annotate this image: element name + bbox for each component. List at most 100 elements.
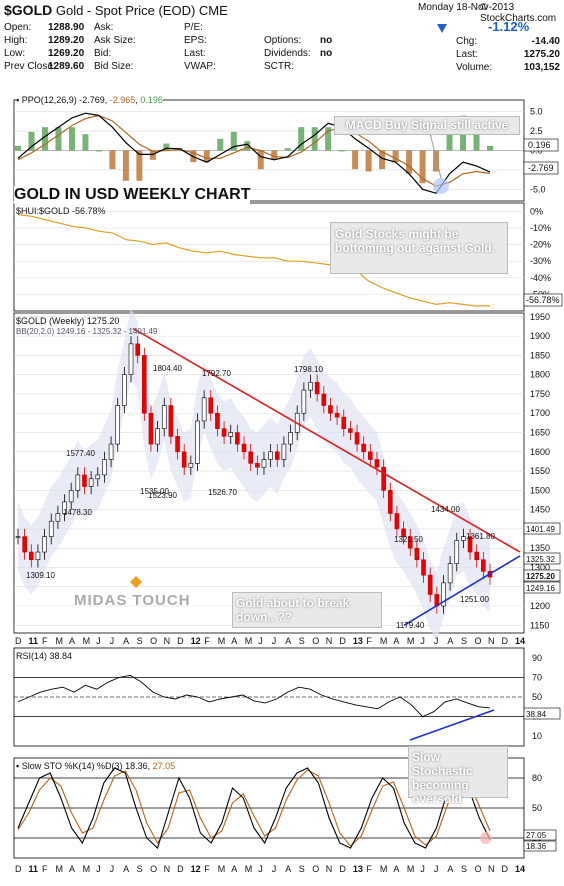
y-tick-label: 1200 xyxy=(530,601,550,611)
quote-label: Last: xyxy=(184,48,206,59)
x-tick-label: 14 xyxy=(515,636,525,646)
right-label-box xyxy=(523,522,561,535)
candle-body xyxy=(208,397,214,414)
sto-annotation: Slow Stochastic becoming oversold xyxy=(408,746,508,806)
sto-title: ▪ Slow STO %K(14) %D(3) 18.36, 27.05 xyxy=(16,761,176,771)
quote-label: Ask Size: xyxy=(94,35,136,46)
price-label: 1309.10 xyxy=(26,571,55,580)
brand-label: © StockCharts.com xyxy=(480,2,557,24)
quote-value: 1275.20 xyxy=(523,49,560,60)
candle-body xyxy=(148,412,154,445)
histogram-bar xyxy=(352,150,359,170)
x-tick-label: F xyxy=(366,864,372,874)
price-label: 1251.00 xyxy=(460,595,489,604)
right-label: -2.769 xyxy=(528,163,554,173)
x-tick-label: D xyxy=(15,636,22,646)
y-tick-label: 1600 xyxy=(530,447,550,457)
down-triangle-icon xyxy=(436,21,448,39)
x-tick-label: O xyxy=(150,864,157,874)
y-tick-label: 90 xyxy=(532,653,542,663)
x-tick-label: J xyxy=(258,636,263,646)
histogram-bar xyxy=(419,150,426,184)
x-tick-label: S xyxy=(299,864,305,874)
y-tick-label: -30% xyxy=(530,256,551,266)
right-label: 18.36 xyxy=(526,842,547,851)
ppo-legend: ▪ PPO(12,26,9) -2.769, -2.965, 0.196 xyxy=(16,95,163,105)
bollinger-band xyxy=(18,309,490,641)
y-tick-label: 1950 xyxy=(530,312,550,322)
right-label: 27.05 xyxy=(526,831,547,840)
candle-body xyxy=(135,343,140,356)
quote-label: SCTR: xyxy=(264,61,294,72)
quote-cell: Dividends: no xyxy=(264,48,332,59)
right-label: 1249.16 xyxy=(526,584,555,593)
histogram-bar xyxy=(230,131,237,151)
quote-label: VWAP: xyxy=(184,61,216,72)
x-tick-label: M xyxy=(83,636,91,646)
sto-k-line xyxy=(17,767,491,849)
candle-body xyxy=(461,536,466,541)
hist-val: 0.196 xyxy=(140,95,163,105)
quote-right-row: Chg: -14.40 xyxy=(456,36,560,47)
ratio-annotation: Gold Stocks might be bottoming out again… xyxy=(330,222,508,274)
callout-line xyxy=(429,132,442,179)
buy-signal-marker xyxy=(433,178,449,194)
y-tick-label: 50 xyxy=(532,803,542,813)
histogram-bar xyxy=(109,150,116,170)
x-tick-label: S xyxy=(137,864,143,874)
histogram-bar xyxy=(406,150,413,174)
price-panel xyxy=(13,312,525,634)
candle-body xyxy=(281,443,287,460)
ppo-val: -2.769 xyxy=(79,95,105,105)
x-tick-label: N xyxy=(164,636,171,646)
x-tick-label: F xyxy=(204,864,210,874)
x-tick-label: O xyxy=(312,636,319,646)
candle-body xyxy=(128,343,134,375)
x-tick-label: J xyxy=(258,864,263,874)
x-tick-label: M xyxy=(83,864,91,874)
histogram-bar xyxy=(244,141,251,151)
x-tick-label: M xyxy=(380,864,388,874)
x-tick-label: N xyxy=(326,636,333,646)
quote-value: 103,152 xyxy=(523,62,560,73)
price-label: 1478.30 xyxy=(63,508,92,517)
histogram-bar xyxy=(325,127,332,151)
right-label-box xyxy=(523,581,561,594)
exchange: CME xyxy=(198,3,228,18)
y-tick-label: 1550 xyxy=(530,466,550,476)
candle-body xyxy=(441,582,446,607)
right-label-box xyxy=(523,569,561,582)
candle-body xyxy=(115,405,121,445)
candle-body xyxy=(55,513,61,522)
right-label-box xyxy=(523,138,559,152)
x-tick-label: A xyxy=(447,636,453,646)
quote-cell: EPS: xyxy=(184,35,207,46)
candle-body xyxy=(301,389,307,414)
candle-body xyxy=(407,536,413,549)
x-tick-label: A xyxy=(447,864,453,874)
ratio-panel xyxy=(13,202,525,312)
x-tick-label: N xyxy=(326,864,333,874)
x-tick-label: D xyxy=(501,636,508,646)
ratio-title: $HUI:$GOLD -56.78% xyxy=(16,206,106,216)
x-tick-label: 12 xyxy=(191,864,201,874)
change-percent: -1.12% xyxy=(488,19,530,34)
y-tick-label: 10 xyxy=(532,731,542,741)
x-tick-label: O xyxy=(474,636,481,646)
candle-body xyxy=(175,436,180,453)
price-annotation: Gold about to break down.. ?? xyxy=(232,592,382,628)
histogram-bar xyxy=(41,127,48,151)
x-tick-label: A xyxy=(123,636,129,646)
histogram-bar xyxy=(68,127,75,151)
description: Gold - Spot Price (EOD) xyxy=(55,3,196,18)
x-tick-label: A xyxy=(393,636,399,646)
x-tick-label: D xyxy=(177,636,184,646)
right-label: -56.78% xyxy=(526,295,560,305)
right-label: 1401.49 xyxy=(526,525,555,534)
quote-value: 1288.90 xyxy=(48,22,85,33)
candle-body xyxy=(447,563,453,584)
histogram-bar xyxy=(271,150,278,160)
right-label-box xyxy=(523,840,557,852)
x-tick-label: A xyxy=(69,636,75,646)
quote-value: 1289.20 xyxy=(48,35,85,46)
